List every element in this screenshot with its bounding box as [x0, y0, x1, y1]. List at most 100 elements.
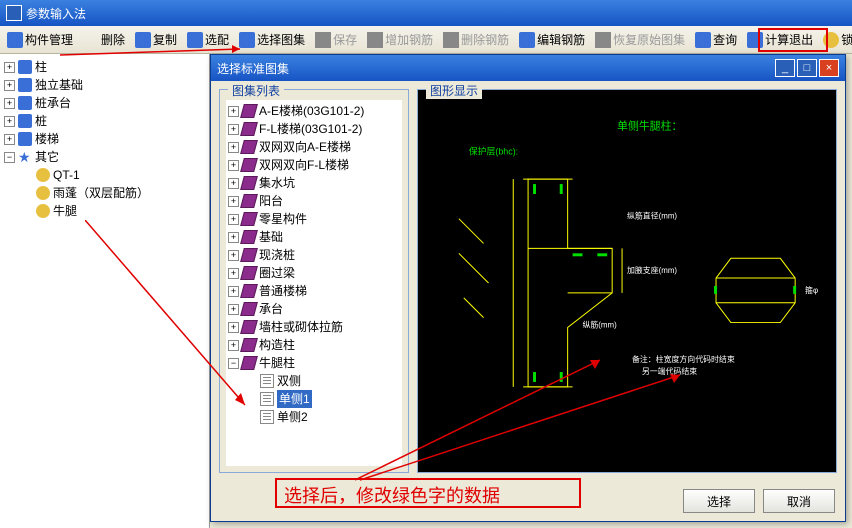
minimize-button[interactable]: _: [775, 59, 795, 77]
atlas-node[interactable]: 单侧1: [228, 390, 400, 408]
select-atlas-button[interactable]: 选择图集: [235, 29, 309, 50]
atlas-node[interactable]: 单侧2: [228, 408, 400, 426]
atlas-label: 基础: [259, 228, 283, 246]
expander[interactable]: +: [4, 80, 15, 91]
delete-button[interactable]: 删除: [79, 29, 129, 50]
atlas-node[interactable]: +F-L楼梯(03G101-2): [228, 120, 400, 138]
tree-node[interactable]: +桩: [4, 112, 205, 130]
book-icon: [240, 266, 258, 280]
atlas-node[interactable]: +圈过梁: [228, 264, 400, 282]
tree-node[interactable]: +独立基础: [4, 76, 205, 94]
atlas-node[interactable]: +双网双向A-E楼梯: [228, 138, 400, 156]
atlas-node[interactable]: +墙柱或砌体拉筋: [228, 318, 400, 336]
diagram-group: 图形显示 单侧牛腿柱： 保护层(bhc):: [417, 89, 837, 473]
expander[interactable]: +: [228, 268, 239, 279]
expander[interactable]: +: [4, 134, 15, 145]
app-icon: [6, 5, 22, 21]
expander[interactable]: +: [228, 286, 239, 297]
atlas-node[interactable]: +集水坑: [228, 174, 400, 192]
atlas-list-group: 图集列表 +A-E楼梯(03G101-2)+F-L楼梯(03G101-2)+双网…: [219, 89, 409, 473]
expander[interactable]: +: [4, 98, 15, 109]
expander[interactable]: +: [228, 160, 239, 171]
node-label: QT-1: [53, 166, 80, 184]
book-icon: [240, 230, 258, 244]
svg-text:加腋支座(mm): 加腋支座(mm): [627, 265, 677, 275]
expander[interactable]: +: [228, 322, 239, 333]
lock-button[interactable]: 锁: [819, 29, 852, 50]
book-icon: [240, 122, 258, 136]
component-tree[interactable]: +柱+独立基础+桩承台+桩+楼梯−★其它QT-1雨蓬（双层配筋）牛腿: [0, 54, 210, 528]
delete-rebar-button: 删除钢筋: [439, 29, 513, 50]
expander[interactable]: +: [228, 196, 239, 207]
atlas-list-label: 图集列表: [228, 82, 284, 99]
atlas-node[interactable]: −牛腿柱: [228, 354, 400, 372]
tree-node[interactable]: + 桩承台: [4, 94, 205, 112]
node-icon: [18, 96, 32, 110]
edit-rebar-button[interactable]: 编辑钢筋: [515, 29, 589, 50]
tree-node[interactable]: +柱: [4, 58, 205, 76]
dialog-title: 选择标准图集: [217, 60, 289, 77]
expander[interactable]: +: [228, 124, 239, 135]
node-label: 柱: [35, 58, 47, 76]
node-icon: [36, 204, 50, 218]
save-button: 保存: [311, 29, 361, 50]
cancel-button[interactable]: 取消: [763, 489, 835, 513]
atlas-node[interactable]: +构造柱: [228, 336, 400, 354]
component-manage-icon: [7, 32, 23, 48]
atlas-node[interactable]: + 承台: [228, 300, 400, 318]
expander[interactable]: +: [4, 62, 15, 73]
atlas-node[interactable]: + 基础: [228, 228, 400, 246]
tree-node[interactable]: 牛腿: [4, 202, 205, 220]
toolbar-label: 计算退出: [765, 31, 813, 48]
copy-button[interactable]: 复制: [131, 29, 181, 50]
atlas-node[interactable]: 双侧: [228, 372, 400, 390]
expander[interactable]: +: [228, 304, 239, 315]
maximize-button[interactable]: □: [797, 59, 817, 77]
diagram-label: 图形显示: [426, 82, 482, 99]
book-icon: [240, 338, 258, 352]
expander[interactable]: −: [4, 152, 15, 163]
atlas-node[interactable]: +双网双向F-L楼梯: [228, 156, 400, 174]
close-button[interactable]: ×: [819, 59, 839, 77]
expander[interactable]: +: [228, 214, 239, 225]
node-label: 楼梯: [35, 130, 59, 148]
expander[interactable]: +: [4, 116, 15, 127]
expander[interactable]: +: [228, 106, 239, 117]
component-manage-button[interactable]: 构件管理: [3, 29, 77, 50]
expander[interactable]: +: [228, 232, 239, 243]
tree-node[interactable]: + 楼梯: [4, 130, 205, 148]
atlas-node[interactable]: +A-E楼梯(03G101-2): [228, 102, 400, 120]
expander[interactable]: −: [228, 358, 239, 369]
expander[interactable]: +: [228, 340, 239, 351]
toolbar-label: 复制: [153, 31, 177, 48]
add-rebar-icon: [367, 32, 383, 48]
atlas-tree[interactable]: +A-E楼梯(03G101-2)+F-L楼梯(03G101-2)+双网双向A-E…: [226, 100, 402, 466]
book-icon: [240, 320, 258, 334]
svg-text:纵筋直径(mm): 纵筋直径(mm): [627, 211, 677, 221]
calc-exit-button[interactable]: 计算退出: [743, 29, 817, 50]
book-icon: [240, 104, 258, 118]
main-toolbar: 构件管理删除复制选配选择图集保存增加钢筋删除钢筋编辑钢筋恢复原始图集查询计算退出…: [0, 26, 852, 54]
restore-atlas-icon: [595, 32, 611, 48]
assign-button[interactable]: 选配: [183, 29, 233, 50]
atlas-node[interactable]: +现浇桩: [228, 246, 400, 264]
atlas-node[interactable]: +普通楼梯: [228, 282, 400, 300]
toolbar-label: 选配: [205, 31, 229, 48]
node-icon: [18, 78, 32, 92]
tree-node[interactable]: −★其它: [4, 148, 205, 166]
tree-node[interactable]: 雨蓬（双层配筋）: [4, 184, 205, 202]
query-button[interactable]: 查询: [691, 29, 741, 50]
atlas-node[interactable]: +零星构件: [228, 210, 400, 228]
book-icon: [240, 140, 258, 154]
atlas-node[interactable]: +阳台: [228, 192, 400, 210]
expander[interactable]: +: [228, 250, 239, 261]
expander[interactable]: +: [228, 178, 239, 189]
expander[interactable]: +: [228, 142, 239, 153]
node-label: 桩承台: [35, 94, 71, 112]
toolbar-label: 恢复原始图集: [613, 31, 685, 48]
atlas-label: 承台: [259, 300, 283, 318]
select-button[interactable]: 选择: [683, 489, 755, 513]
node-icon: [36, 168, 50, 182]
node-label: 其它: [35, 148, 59, 166]
tree-node[interactable]: QT-1: [4, 166, 205, 184]
